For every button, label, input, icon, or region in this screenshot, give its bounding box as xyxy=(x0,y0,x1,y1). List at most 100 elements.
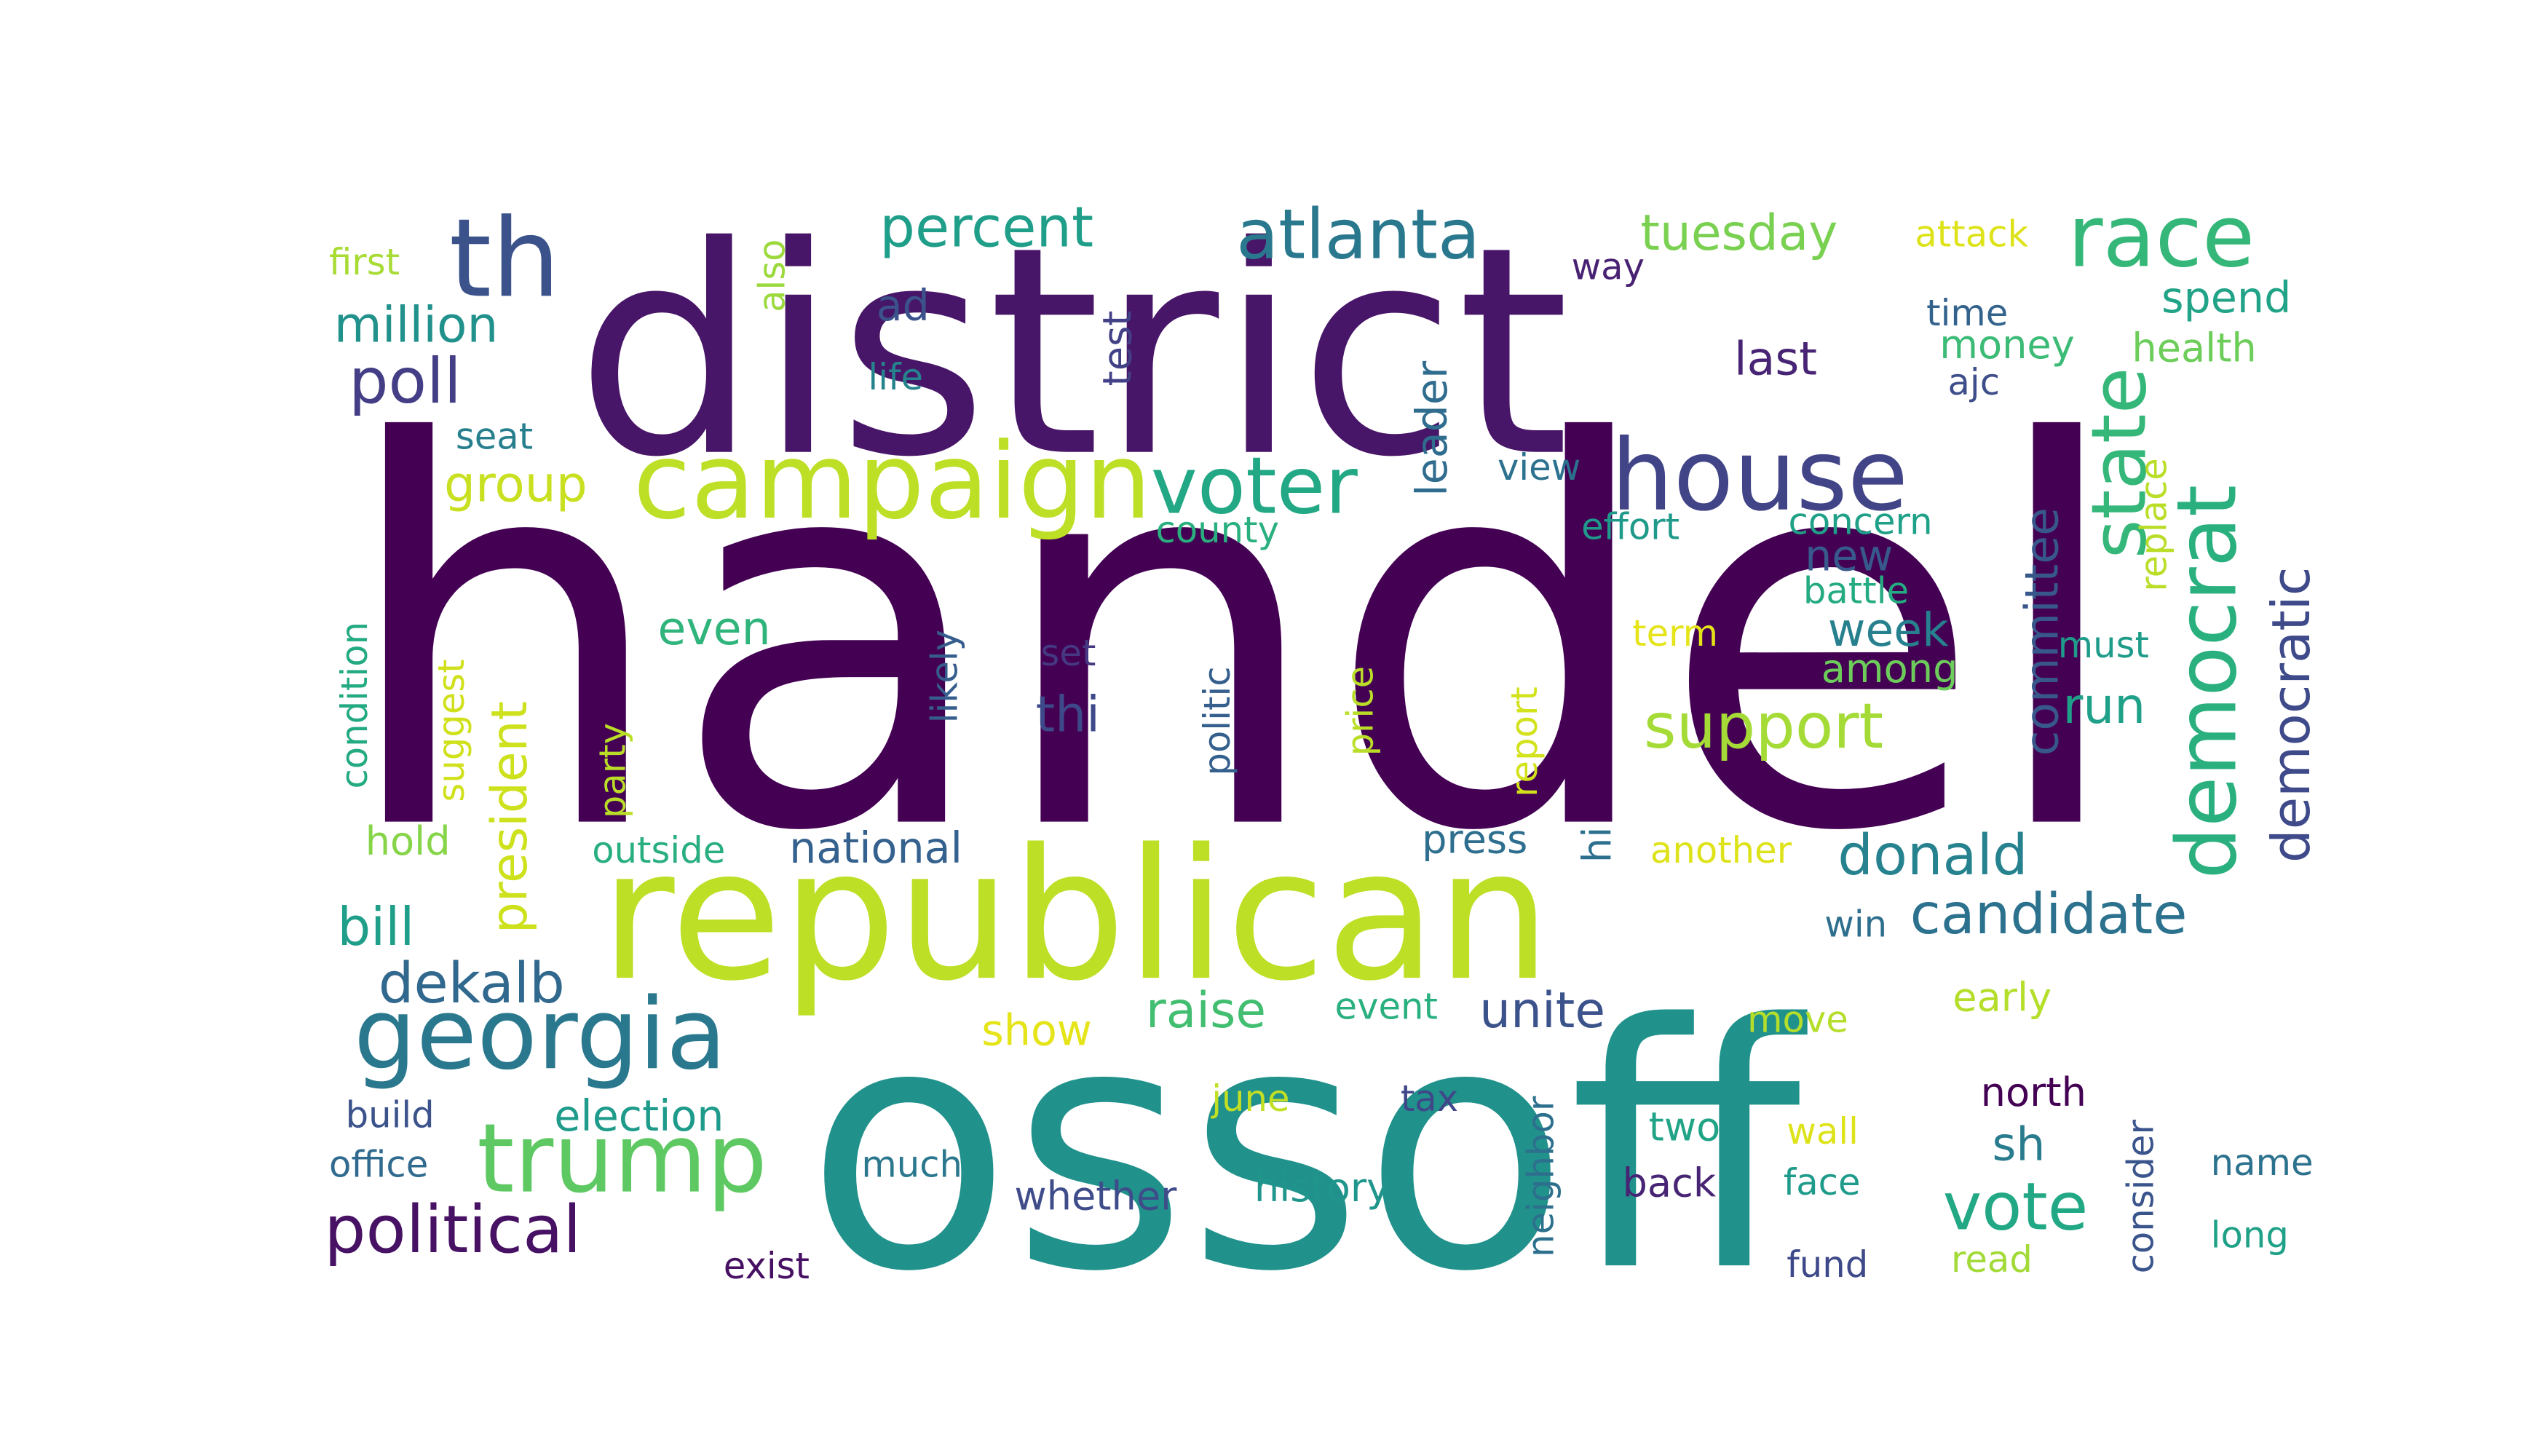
word-democratic: democratic xyxy=(2261,567,2322,863)
word-campaign: campaign xyxy=(633,421,1152,543)
word-unite: unite xyxy=(1479,981,1605,1039)
word-democrat: democrat xyxy=(2159,485,2255,879)
word-even: even xyxy=(657,601,770,655)
word-trump: trump xyxy=(477,1103,767,1214)
word-life: life xyxy=(868,356,923,398)
word-june: june xyxy=(1211,1077,1289,1120)
word-health: health xyxy=(2132,325,2256,371)
word-win: win xyxy=(1824,903,1887,946)
word-poll: poll xyxy=(349,345,462,418)
word-hi: hi xyxy=(1575,827,1621,863)
word-donald: donald xyxy=(1837,823,2027,888)
word-vote: vote xyxy=(1943,1168,2089,1245)
word-republican: republican xyxy=(600,810,1551,1021)
word-history: history xyxy=(1254,1165,1390,1211)
word-candidate: candidate xyxy=(1910,882,2188,947)
word-report: report xyxy=(1503,687,1546,797)
word-percent: percent xyxy=(879,196,1093,261)
word-among: among xyxy=(1821,646,1958,692)
word-name: name xyxy=(2211,1142,2314,1184)
word-party: party xyxy=(591,723,633,818)
word-bill: bill xyxy=(337,897,414,958)
word-committee: committee xyxy=(2015,507,2069,756)
word-condition: condition xyxy=(333,622,376,789)
word-whether: whether xyxy=(1014,1173,1177,1219)
word-ad: ad xyxy=(877,281,930,331)
word-view: view xyxy=(1497,446,1580,488)
word-politic: politic xyxy=(1196,666,1238,775)
word-dekalb: dekalb xyxy=(379,951,565,1016)
word-back: back xyxy=(1623,1160,1717,1206)
word-neighbor: neighbor xyxy=(1520,1096,1562,1257)
word-president: president xyxy=(480,701,538,933)
word-concern: concern xyxy=(1789,501,1933,543)
word-two: two xyxy=(1649,1104,1721,1150)
word-move: move xyxy=(1747,999,1848,1041)
word-leader: leader xyxy=(1407,360,1457,496)
word-long: long xyxy=(2211,1214,2289,1256)
word-ossoff: ossoff xyxy=(806,953,1811,1345)
word-event: event xyxy=(1335,986,1438,1028)
word-north: north xyxy=(1981,1069,2086,1115)
word-seat: seat xyxy=(456,415,533,457)
word-county: county xyxy=(1155,509,1278,551)
word-face: face xyxy=(1784,1161,1861,1203)
word-time: time xyxy=(1926,292,2008,334)
word-fund: fund xyxy=(1787,1243,1868,1286)
word-political: political xyxy=(324,1192,581,1268)
word-term: term xyxy=(1632,612,1718,654)
word-th: th xyxy=(449,196,561,322)
word-battle: battle xyxy=(1803,569,1909,612)
word-consider: consider xyxy=(2120,1120,2162,1274)
word-early: early xyxy=(1952,974,2052,1020)
word-last: last xyxy=(1734,332,1817,386)
word-hold: hold xyxy=(365,818,451,864)
word-another: another xyxy=(1650,829,1792,871)
word-show: show xyxy=(981,1006,1092,1056)
word-must: must xyxy=(2058,624,2149,666)
word-much: much xyxy=(861,1143,962,1185)
word-support: support xyxy=(1644,690,1883,763)
word-outside: outside xyxy=(592,829,725,871)
word-read: read xyxy=(1951,1238,2033,1281)
word-replace: replace xyxy=(2133,458,2175,591)
word-tax: tax xyxy=(1401,1077,1458,1120)
word-georgia: georgia xyxy=(354,976,727,1091)
word-election: election xyxy=(554,1091,724,1141)
word-likely: likely xyxy=(923,630,965,723)
word-group: group xyxy=(444,455,587,513)
word-thi: thi xyxy=(1036,686,1100,743)
word-office: office xyxy=(329,1143,428,1185)
word-handel: handel xyxy=(337,335,2129,946)
word-sh: sh xyxy=(1992,1117,2045,1171)
word-state: state xyxy=(2076,367,2163,558)
word-voter: voter xyxy=(1151,439,1358,531)
word-million: million xyxy=(334,296,499,354)
word-way: way xyxy=(1572,246,1645,288)
word-district: district xyxy=(576,186,1570,521)
word-test: test xyxy=(1095,310,1141,386)
word-run: run xyxy=(2063,677,2146,735)
word-exist: exist xyxy=(724,1245,810,1287)
word-attack: attack xyxy=(1915,213,2028,256)
word-house: house xyxy=(1611,418,1908,533)
word-build: build xyxy=(346,1094,435,1136)
word-set: set xyxy=(1040,632,1096,674)
word-first: first xyxy=(329,241,400,283)
word-atlanta: atlanta xyxy=(1236,194,1480,274)
word-wall: wall xyxy=(1787,1110,1859,1152)
word-national: national xyxy=(789,823,962,873)
word-press: press xyxy=(1422,817,1527,863)
word-week: week xyxy=(1828,603,1949,657)
word-tuesday: tuesday xyxy=(1640,204,1837,261)
word-effort: effort xyxy=(1581,505,1679,547)
word-suggest: suggest xyxy=(430,659,472,802)
word-new: new xyxy=(1805,531,1893,580)
word-spend: spend xyxy=(2161,273,2291,323)
word-raise: raise xyxy=(1146,981,1266,1039)
word-price: price xyxy=(1339,666,1381,756)
word-race: race xyxy=(2068,187,2255,287)
word-also: also xyxy=(751,239,793,312)
word-ajc: ajc xyxy=(1948,361,2001,403)
